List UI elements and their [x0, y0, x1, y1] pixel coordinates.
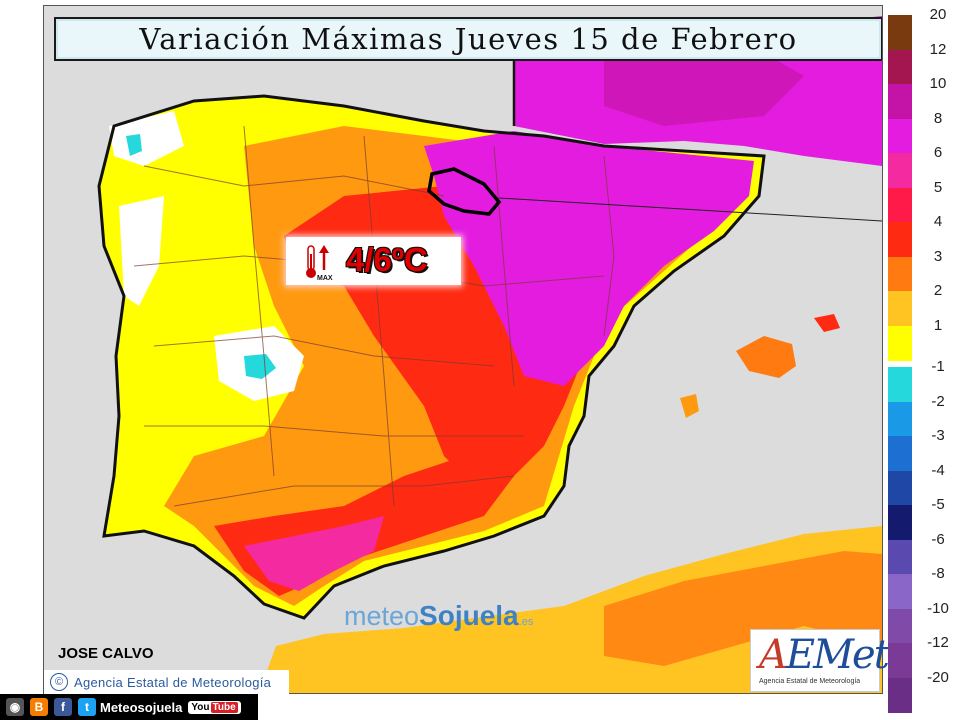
- africa-land: [259, 526, 882, 693]
- max-label: MAX: [317, 275, 333, 282]
- legend-swatch-neg-2: [888, 436, 912, 471]
- legend-label-pos-5: 5: [933, 178, 943, 196]
- la-rioja-outline: [427, 167, 502, 216]
- legend-label-neg-8: -12: [927, 634, 949, 651]
- twitter-icon[interactable]: t: [78, 698, 96, 716]
- legend-swatch-pos-3: [888, 118, 912, 154]
- watermark: meteoSojuela.es: [344, 600, 533, 632]
- badge-value: 4/6ºC: [346, 241, 428, 278]
- legend-swatch-neg-6: [888, 574, 912, 609]
- legend-swatch-pos-0: [888, 15, 912, 50]
- legend-swatch-pos-5: [888, 187, 912, 223]
- youtube-icon[interactable]: You Tube: [188, 700, 241, 714]
- social-label: Meteosojuela: [100, 699, 183, 715]
- andalucia-magenta-zone: [244, 516, 384, 591]
- center-cyan-patch: [244, 354, 276, 379]
- menorca-island: [814, 314, 840, 332]
- temperature-map: Variación Máximas Jueves 15 de Febrero M…: [43, 5, 883, 694]
- legend-swatch-neg-4: [888, 505, 912, 540]
- iberia-map-svg: [44, 6, 882, 693]
- legend-pointer-line: [498, 197, 882, 222]
- france-dark-patch: [604, 41, 804, 126]
- legend-swatch-neg-5: [888, 539, 912, 575]
- legend-swatch-neg-7: [888, 608, 912, 644]
- agency-credit-text: Agencia Estatal de Meteorología: [74, 674, 272, 690]
- aemet-logo-text: AEMet: [759, 632, 890, 678]
- blogger-icon[interactable]: B: [30, 698, 48, 716]
- legend-swatch-neg-1: [888, 401, 912, 437]
- aemet-logo-subtitle: Agencia Estatal de Meteorología: [759, 678, 861, 685]
- legend-label-neg-0: -1: [931, 358, 945, 375]
- legend-swatch-neg-3: [888, 470, 912, 506]
- legend-swatch-pos-7: [888, 256, 912, 292]
- thermometer-up-icon: MAX: [306, 245, 333, 282]
- map-title: Variación Máximas Jueves 15 de Febrero: [139, 22, 798, 56]
- legend-label-pos-1: 12: [929, 40, 947, 58]
- agency-credit: © Agencia Estatal de Meteorología: [44, 670, 289, 694]
- social-bar: ◉ B f t Meteosojuela You Tube: [0, 694, 258, 720]
- africa-warm-patch: [604, 551, 882, 666]
- legend-label-pos-9: 1: [933, 316, 943, 334]
- legend-swatch-pos-1: [888, 49, 912, 85]
- legend-label-neg-4: -5: [931, 496, 945, 513]
- legend-swatch-neg-8: [888, 643, 912, 678]
- facebook-icon[interactable]: f: [54, 698, 72, 716]
- legend-label-pos-8: 2: [933, 282, 943, 299]
- legend-label-pos-0: 20: [929, 6, 947, 23]
- max-badge: MAX 4/6ºC: [286, 237, 461, 285]
- legend-label-neg-9: -20: [927, 668, 949, 686]
- legend-label-neg-6: -8: [931, 565, 945, 582]
- legend-label-pos-4: 6: [933, 144, 943, 161]
- aemet-logo: AEMet Agencia Estatal de Meteorología: [750, 629, 890, 692]
- iberia-magenta-zone: [424, 131, 754, 386]
- legend-label-pos-2: 10: [929, 75, 947, 92]
- legend-label-neg-7: -10: [927, 599, 949, 617]
- watermark-meteo: meteo: [344, 601, 420, 631]
- legend-swatch-pos-4: [888, 153, 912, 188]
- iberia-coastline: [97, 94, 766, 620]
- west-white-patch: [119, 196, 164, 306]
- copyright-icon: ©: [50, 673, 68, 691]
- legend-label-neg-5: -6: [931, 530, 945, 548]
- legend-swatch-neg-9: [888, 677, 912, 713]
- instagram-icon[interactable]: ◉: [6, 698, 24, 716]
- legend-swatch-pos-2: [888, 84, 912, 119]
- title-banner: Variación Máximas Jueves 15 de Febrero: [54, 17, 882, 61]
- legend-label-pos-3: 8: [933, 109, 943, 127]
- watermark-suffix: .es: [518, 616, 534, 628]
- legend-label-neg-2: -3: [931, 427, 945, 444]
- legend-swatch-pos-8: [888, 291, 912, 326]
- ibiza-island: [680, 394, 699, 418]
- legend-swatch-pos-6: [888, 222, 912, 257]
- galicia-cyan-patch: [126, 134, 142, 156]
- galicia-white-patch: [109, 111, 184, 166]
- legend-label-pos-7: 3: [933, 247, 943, 265]
- legend-label-neg-1: -2: [931, 392, 945, 410]
- legend-swatch-neg-0: [888, 367, 912, 402]
- legend-swatch-pos-9: [888, 325, 912, 361]
- watermark-sojuela: Sojuela: [419, 600, 519, 631]
- author-name: JOSE CALVO: [58, 645, 154, 662]
- legend-label-neg-3: -4: [931, 461, 945, 479]
- mallorca-island: [736, 336, 796, 378]
- legend-label-pos-6: 4: [933, 213, 943, 230]
